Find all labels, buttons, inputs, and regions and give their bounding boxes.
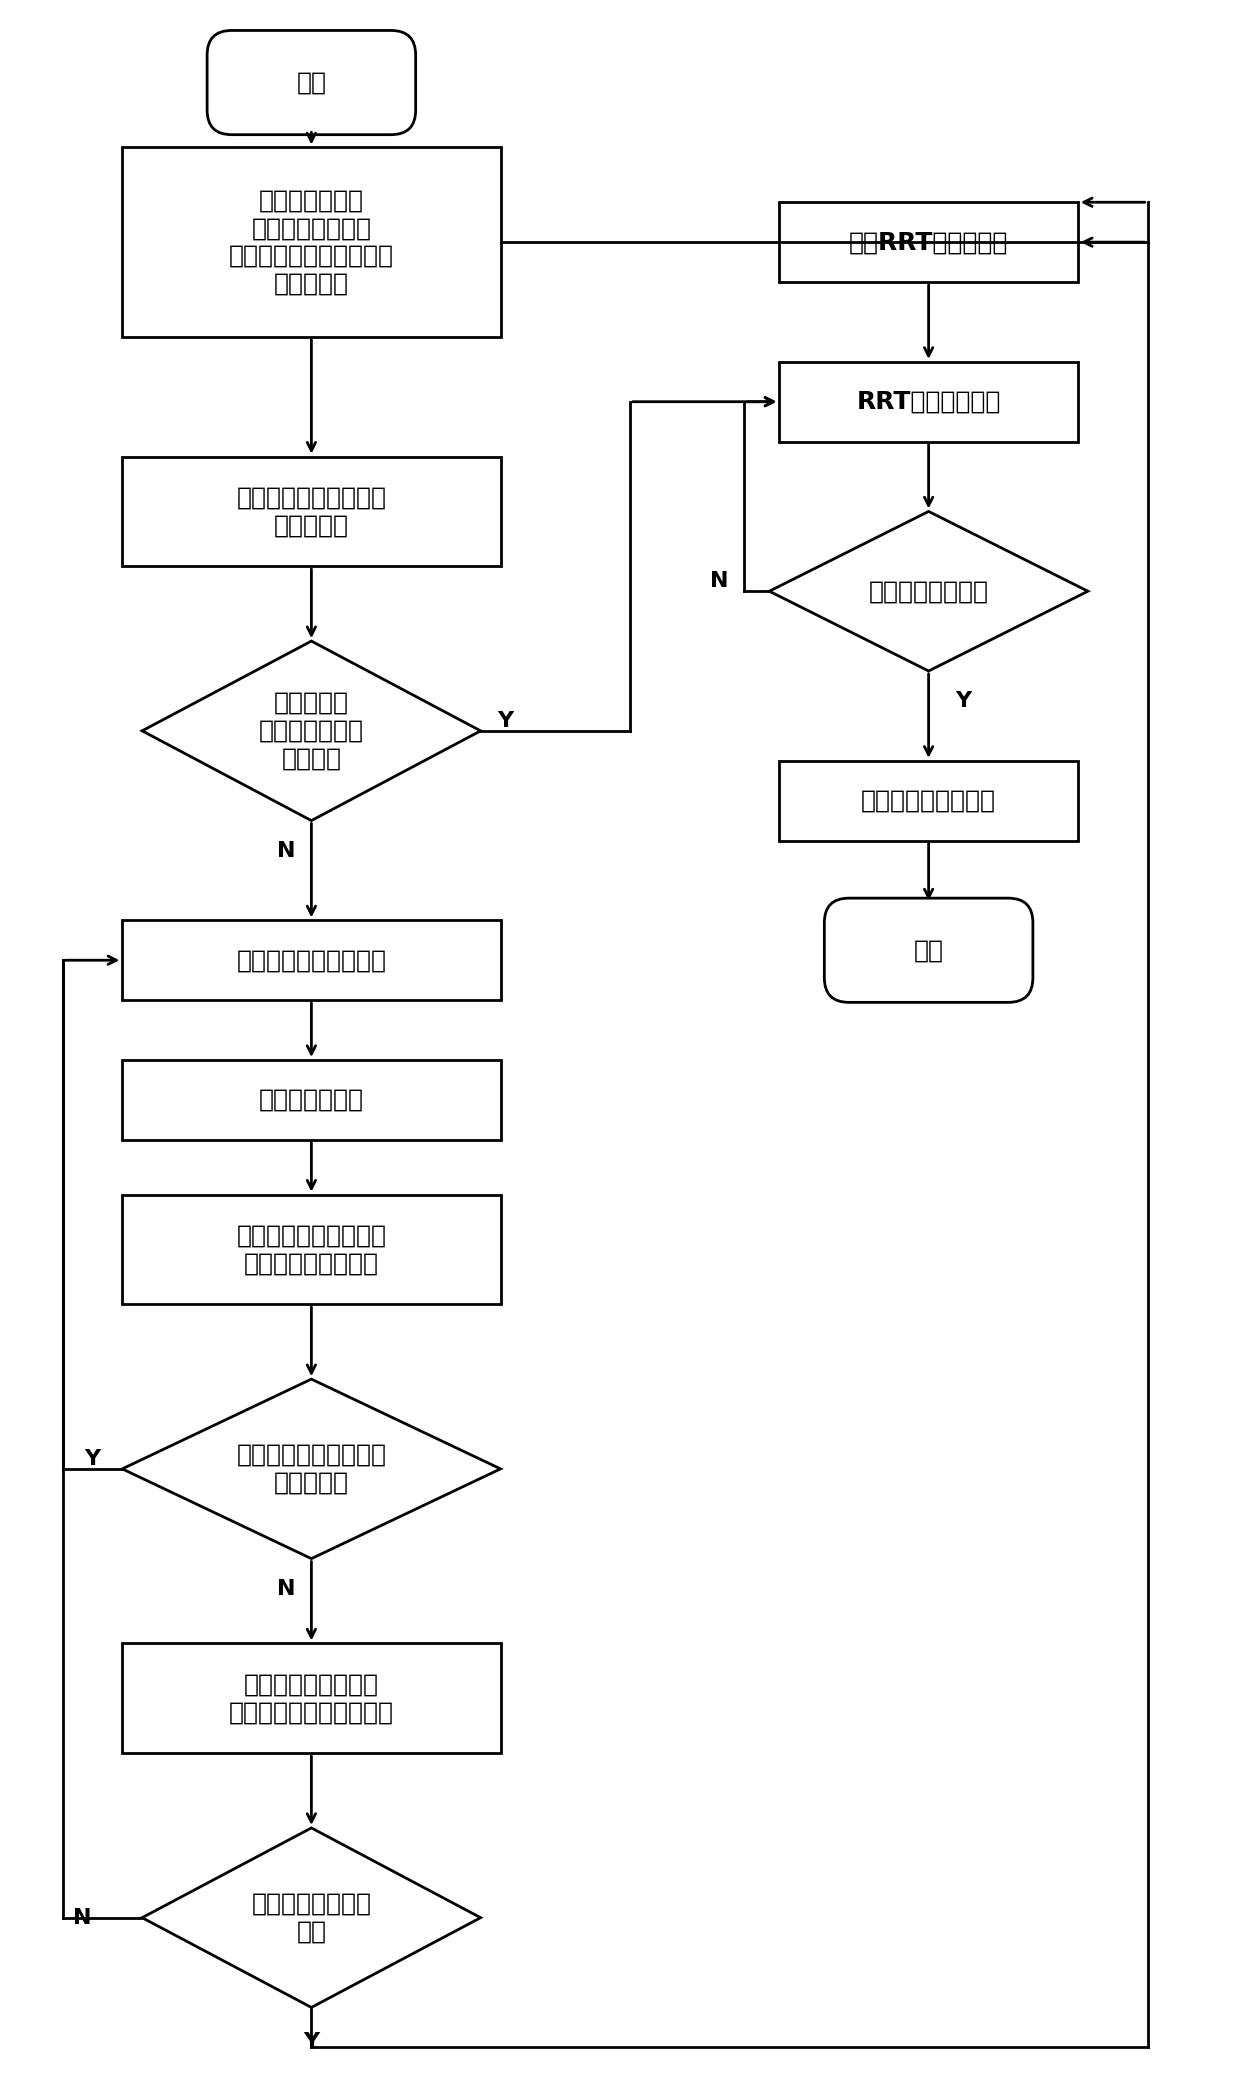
Text: Y: Y — [955, 690, 971, 711]
Text: N: N — [73, 1907, 92, 1928]
Text: 初始化地图信息
（边界、障碍物、
路径点数组、确定起终点
生成步长）: 初始化地图信息 （边界、障碍物、 路径点数组、确定起终点 生成步长） — [229, 188, 394, 295]
Bar — [123, 146, 501, 337]
Text: 开始: 开始 — [296, 71, 326, 94]
Bar — [779, 203, 1078, 282]
Polygon shape — [143, 1828, 481, 2007]
Text: 是否可直接
看到阳光（到达
终点）？: 是否可直接 看到阳光（到达 终点）？ — [259, 690, 363, 772]
Bar — [123, 1644, 501, 1752]
Text: 计算当前点所受光引力: 计算当前点所受光引力 — [237, 947, 387, 972]
Text: 计算当前点合力: 计算当前点合力 — [259, 1087, 363, 1112]
Text: 新位置是否在边界外或
遮挡物内？: 新位置是否在边界外或 遮挡物内？ — [237, 1443, 387, 1495]
Text: 更新当前点为新位置
储存新位置为路径点数组: 更新当前点为新位置 储存新位置为路径点数组 — [229, 1673, 394, 1725]
Polygon shape — [123, 1380, 501, 1558]
Bar — [779, 761, 1078, 841]
Text: 计算当前点各方向障碍
物遮挡程度: 计算当前点各方向障碍 物遮挡程度 — [237, 485, 387, 537]
Bar — [779, 362, 1078, 441]
Polygon shape — [769, 512, 1087, 671]
Text: N: N — [278, 1579, 296, 1598]
Text: RRT算法规划路径: RRT算法规划路径 — [857, 389, 1001, 414]
Text: 是否找到新路径？: 是否找到新路径？ — [868, 579, 988, 602]
Bar — [123, 456, 501, 567]
Text: 计算当前顶芽生长方向
并生长一个步长单位: 计算当前顶芽生长方向 并生长一个步长单位 — [237, 1223, 387, 1276]
Polygon shape — [143, 642, 481, 820]
Bar — [123, 920, 501, 999]
Text: N: N — [278, 841, 296, 861]
Text: Y: Y — [497, 711, 513, 732]
Text: Y: Y — [84, 1449, 100, 1468]
Text: 当前点是否为目标
点？: 当前点是否为目标 点？ — [252, 1892, 372, 1943]
Text: 输出RRT可采样范围: 输出RRT可采样范围 — [849, 230, 1008, 255]
Text: Y: Y — [304, 2032, 320, 2053]
FancyBboxPatch shape — [207, 31, 415, 134]
FancyBboxPatch shape — [825, 899, 1033, 1002]
Text: 结束: 结束 — [914, 939, 944, 962]
Text: 三次贝塞尔曲线拟合: 三次贝塞尔曲线拟合 — [861, 788, 996, 813]
Bar — [123, 1194, 501, 1305]
Text: N: N — [711, 571, 729, 592]
Bar — [123, 1060, 501, 1140]
